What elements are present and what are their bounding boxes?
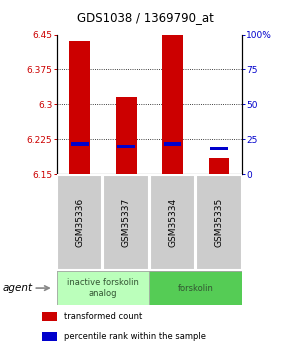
Text: GDS1038 / 1369790_at: GDS1038 / 1369790_at bbox=[77, 11, 213, 24]
Bar bbox=[71, 142, 89, 146]
Bar bbox=[149, 271, 242, 305]
Bar bbox=[150, 175, 195, 270]
Bar bbox=[42, 332, 57, 341]
Bar bbox=[116, 97, 137, 174]
Bar bbox=[162, 34, 183, 174]
Text: percentile rank within the sample: percentile rank within the sample bbox=[64, 332, 206, 341]
Text: GSM35335: GSM35335 bbox=[214, 198, 224, 247]
Bar bbox=[117, 145, 135, 148]
Text: transformed count: transformed count bbox=[64, 312, 142, 321]
Bar bbox=[210, 147, 228, 150]
Bar bbox=[69, 41, 90, 174]
Bar bbox=[57, 271, 149, 305]
Bar bbox=[209, 158, 229, 174]
Text: GSM35337: GSM35337 bbox=[122, 198, 131, 247]
Text: forskolin: forskolin bbox=[178, 284, 214, 293]
Text: GSM35334: GSM35334 bbox=[168, 198, 177, 247]
Bar bbox=[104, 175, 149, 270]
Bar bbox=[164, 142, 182, 146]
Text: agent: agent bbox=[3, 283, 33, 293]
Text: inactive forskolin
analog: inactive forskolin analog bbox=[67, 278, 139, 298]
Bar bbox=[196, 175, 242, 270]
Text: GSM35336: GSM35336 bbox=[75, 198, 84, 247]
Bar bbox=[57, 175, 102, 270]
Bar bbox=[42, 312, 57, 321]
